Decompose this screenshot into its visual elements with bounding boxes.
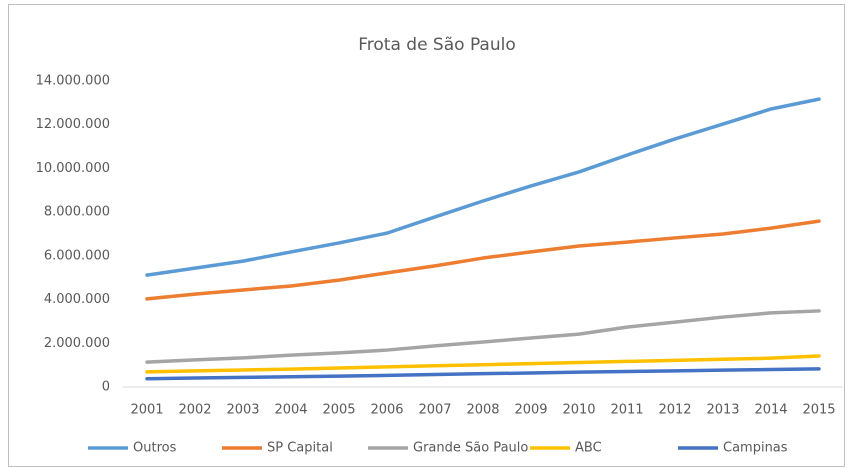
x-tick-label: 2015 — [802, 403, 835, 418]
series-line — [145, 97, 821, 277]
x-tick-label: 2013 — [706, 403, 739, 418]
series-line — [145, 354, 821, 374]
x-tick-label: 2014 — [754, 403, 787, 418]
y-tick-label: 12.000.000 — [36, 117, 110, 132]
y-tick-label: 0 — [102, 380, 110, 395]
series-line — [145, 309, 821, 364]
y-tick-label: 4.000.000 — [44, 292, 110, 307]
y-tick-label: 10.000.000 — [36, 161, 110, 176]
y-tick-label: 2.000.000 — [44, 336, 110, 351]
x-tick-label: 2001 — [130, 403, 163, 418]
legend-label: Outros — [133, 441, 177, 456]
legend-label: Campinas — [723, 441, 788, 456]
y-tick-label: 14.000.000 — [36, 74, 110, 89]
legend-label: ABC — [575, 441, 602, 456]
x-tick-label: 2010 — [562, 403, 595, 418]
x-tick-label: 2004 — [274, 403, 307, 418]
x-tick-label: 2005 — [322, 403, 355, 418]
x-tick-label: 2012 — [658, 403, 691, 418]
x-tick-label: 2008 — [466, 403, 499, 418]
x-tick-label: 2011 — [610, 403, 643, 418]
legend-label: Grande São Paulo — [413, 441, 528, 456]
y-tick-label: 8.000.000 — [44, 205, 110, 220]
x-tick-label: 2003 — [226, 403, 259, 418]
x-tick-label: 2006 — [370, 403, 403, 418]
y-tick-label: 6.000.000 — [44, 248, 110, 263]
chart-title: Frota de São Paulo — [358, 35, 516, 55]
legend-label: SP Capital — [267, 441, 333, 456]
series-line — [145, 367, 821, 381]
x-tick-label: 2002 — [178, 403, 211, 418]
x-tick-label: 2007 — [418, 403, 451, 418]
series-line — [145, 219, 821, 301]
x-tick-label: 2009 — [514, 403, 547, 418]
